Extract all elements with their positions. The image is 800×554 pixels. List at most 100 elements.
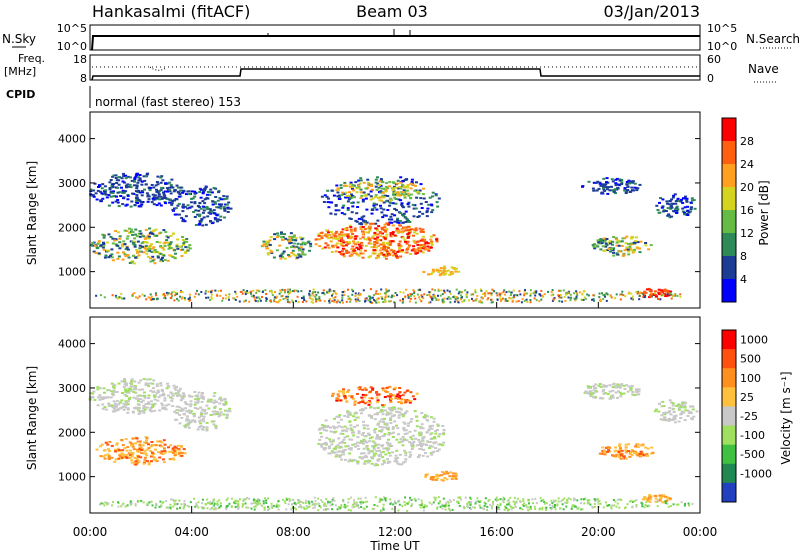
echo-cell — [200, 400, 204, 403]
echo-cell — [382, 301, 385, 303]
echo-cell — [441, 299, 444, 302]
echo-cell — [490, 292, 493, 295]
echo-cell — [365, 456, 369, 459]
echo-cell — [363, 435, 367, 437]
echo-cell — [628, 455, 632, 458]
echo-cell — [227, 201, 231, 204]
echo-cell — [261, 244, 265, 247]
echo-cell — [362, 215, 366, 218]
echo-cell — [393, 214, 397, 217]
echo-cell — [644, 446, 648, 449]
echo-cell — [467, 299, 470, 302]
echo-cell — [662, 294, 665, 297]
echo-cell — [154, 292, 157, 295]
echo-cell — [162, 461, 166, 464]
echo-cell — [382, 508, 385, 511]
echo-cell — [529, 294, 532, 297]
echo-cell — [413, 248, 417, 251]
echo-cell — [168, 243, 172, 245]
echo-cell — [427, 203, 431, 206]
echo-cell — [166, 241, 170, 244]
echo-cell — [171, 457, 175, 460]
echo-cell — [408, 455, 412, 458]
echo-cell — [490, 301, 493, 304]
echo-cell — [393, 500, 396, 503]
echo-cell — [390, 218, 394, 221]
echo-cell — [278, 504, 281, 507]
echo-cell — [506, 499, 509, 502]
echo-cell — [574, 299, 577, 302]
echo-cell — [135, 187, 139, 190]
echo-cell — [372, 454, 376, 457]
echo-cell — [379, 500, 382, 503]
echo-cell — [193, 497, 196, 500]
echo-cell — [401, 505, 404, 508]
echo-cell — [437, 435, 441, 438]
echo-cell — [391, 202, 395, 205]
echo-cell — [381, 404, 384, 407]
echo-cell — [675, 503, 678, 506]
echo-cell — [470, 501, 472, 504]
echo-cell — [556, 503, 559, 506]
echo-cell — [324, 419, 328, 422]
echo-cell — [105, 396, 109, 399]
echo-cell — [147, 385, 151, 388]
echo-cell — [627, 443, 631, 446]
echo-cell — [567, 296, 570, 299]
echo-cell — [347, 498, 350, 501]
echo-cell — [413, 290, 416, 293]
echo-cell — [453, 300, 456, 303]
echo-cell — [410, 499, 413, 502]
echo-cell — [371, 235, 375, 238]
echo-cell — [213, 405, 217, 408]
echo-cell — [147, 246, 151, 249]
echo-cell — [317, 509, 320, 512]
echo-cell — [179, 395, 183, 398]
echo-cell — [288, 236, 292, 239]
echo-cell — [430, 203, 433, 206]
echo-cell — [91, 392, 95, 395]
echo-cell — [391, 295, 394, 298]
echo-cell — [427, 428, 431, 431]
echo-cell — [495, 499, 498, 502]
echo-cell — [175, 418, 179, 421]
echo-cell — [628, 500, 631, 503]
echo-cell — [602, 385, 606, 388]
echo-cell — [386, 428, 390, 431]
echo-cell — [159, 231, 163, 234]
echo-cell — [351, 503, 354, 506]
echo-cell — [337, 454, 341, 457]
echo-cell — [357, 497, 360, 500]
echo-cell — [610, 296, 613, 299]
echo-cell — [194, 398, 198, 401]
echo-cell — [460, 296, 463, 299]
echo-cell — [406, 502, 409, 505]
echo-cell — [576, 507, 579, 510]
echo-cell — [387, 295, 390, 298]
echo-cell — [669, 207, 673, 210]
echo-cell — [496, 294, 499, 297]
echo-cell — [329, 430, 333, 433]
echo-cell — [667, 213, 671, 216]
echo-cell — [477, 500, 480, 503]
echo-cell — [408, 441, 412, 444]
echo-cell — [253, 508, 256, 511]
echo-cell — [149, 186, 153, 189]
echo-cell — [410, 228, 414, 231]
echo-cell — [305, 499, 307, 502]
echo-cell — [381, 456, 385, 459]
echo-cell — [356, 293, 359, 296]
echo-cell — [453, 472, 457, 475]
echo-cell — [669, 413, 673, 416]
echo-cell — [491, 502, 494, 505]
echo-cell — [394, 458, 398, 461]
echo-cell — [346, 200, 350, 203]
echo-cell — [124, 505, 127, 508]
echo-cell — [134, 190, 138, 193]
echo-cell — [122, 175, 126, 177]
echo-cell — [361, 226, 365, 228]
echo-cell — [535, 290, 538, 293]
echo-cell — [356, 387, 360, 389]
echo-cell — [454, 298, 457, 301]
echo-cell — [112, 391, 116, 394]
